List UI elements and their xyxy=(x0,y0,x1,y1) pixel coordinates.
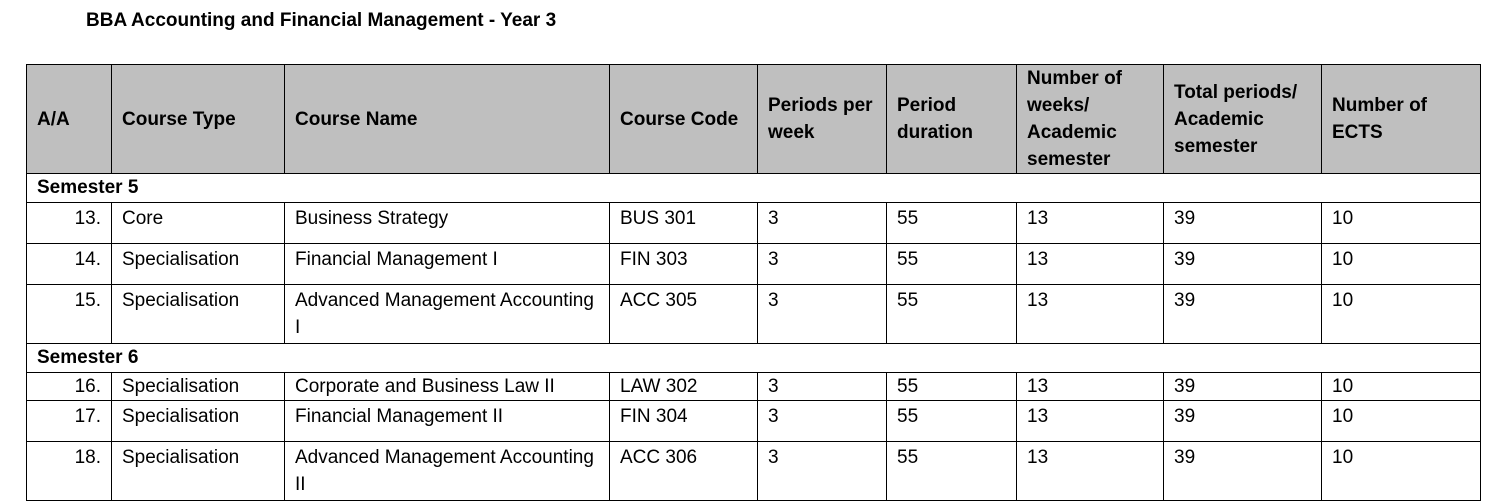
cell-period-duration: 55 xyxy=(886,284,1017,344)
cell-period-duration: 55 xyxy=(886,441,1017,501)
cell-weeks: 13 xyxy=(1016,372,1164,401)
cell-course-type: Specialisation xyxy=(111,400,285,442)
semester-row: Semester 6 xyxy=(26,343,1481,373)
header-course-code: Course Code xyxy=(609,64,758,174)
cell-course-name: Advanced Management Accounting I xyxy=(284,284,610,344)
cell-weeks: 13 xyxy=(1016,284,1164,344)
cell-course-type: Specialisation xyxy=(111,441,285,501)
semester-label: Semester 6 xyxy=(26,343,1481,373)
cell-course-code: FIN 303 xyxy=(609,243,758,285)
cell-aa: 17. xyxy=(26,400,112,442)
header-aa: A/A xyxy=(26,64,112,174)
table-row: 13. Core Business Strategy BUS 301 3 55 … xyxy=(26,202,1481,244)
cell-aa: 13. xyxy=(26,202,112,244)
table-row: 17. Specialisation Financial Management … xyxy=(26,400,1481,442)
cell-weeks: 13 xyxy=(1016,441,1164,501)
table-row: 18. Specialisation Advanced Management A… xyxy=(26,441,1481,501)
cell-aa: 15. xyxy=(26,284,112,344)
cell-course-code: ACC 305 xyxy=(609,284,758,344)
table-row: 15. Specialisation Advanced Management A… xyxy=(26,284,1481,344)
header-course-type: Course Type xyxy=(111,64,285,174)
cell-total-periods: 39 xyxy=(1163,441,1322,501)
cell-course-name: Business Strategy xyxy=(284,202,610,244)
header-weeks: Number of weeks/ Academic semester xyxy=(1016,64,1164,174)
cell-course-type: Specialisation xyxy=(111,372,285,401)
cell-ects: 10 xyxy=(1321,372,1481,401)
cell-course-type: Specialisation xyxy=(111,284,285,344)
header-period-duration: Period duration xyxy=(886,64,1017,174)
cell-period-duration: 55 xyxy=(886,400,1017,442)
cell-weeks: 13 xyxy=(1016,202,1164,244)
cell-periods-per-week: 3 xyxy=(757,400,887,442)
cell-ects: 10 xyxy=(1321,202,1481,244)
header-periods-per-week: Periods per week xyxy=(757,64,887,174)
semester-label: Semester 5 xyxy=(26,173,1481,203)
cell-course-name: Financial Management II xyxy=(284,400,610,442)
cell-weeks: 13 xyxy=(1016,400,1164,442)
semester-row: Semester 5 xyxy=(26,173,1481,203)
cell-periods-per-week: 3 xyxy=(757,202,887,244)
cell-aa: 16. xyxy=(26,372,112,401)
cell-course-type: Specialisation xyxy=(111,243,285,285)
cell-periods-per-week: 3 xyxy=(757,284,887,344)
cell-course-name: Advanced Management Accounting II xyxy=(284,441,610,501)
cell-course-code: FIN 304 xyxy=(609,400,758,442)
cell-weeks: 13 xyxy=(1016,243,1164,285)
cell-period-duration: 55 xyxy=(886,243,1017,285)
cell-course-name: Financial Management I xyxy=(284,243,610,285)
cell-aa: 18. xyxy=(26,441,112,501)
cell-total-periods: 39 xyxy=(1163,400,1322,442)
document-title: BBA Accounting and Financial Management … xyxy=(86,10,557,31)
header-total-periods: Total periods/ Academic semester xyxy=(1163,64,1322,174)
table-row: 14. Specialisation Financial Management … xyxy=(26,243,1481,285)
cell-course-code: ACC 306 xyxy=(609,441,758,501)
header-row: A/A Course Type Course Name Course Code … xyxy=(26,64,1481,174)
curriculum-table: A/A Course Type Course Name Course Code … xyxy=(26,64,1481,501)
cell-periods-per-week: 3 xyxy=(757,243,887,285)
cell-ects: 10 xyxy=(1321,441,1481,501)
cell-total-periods: 39 xyxy=(1163,243,1322,285)
header-ects: Number of ECTS xyxy=(1321,64,1481,174)
cell-total-periods: 39 xyxy=(1163,372,1322,401)
cell-ects: 10 xyxy=(1321,243,1481,285)
cell-total-periods: 39 xyxy=(1163,284,1322,344)
cell-aa: 14. xyxy=(26,243,112,285)
cell-periods-per-week: 3 xyxy=(757,372,887,401)
cell-course-code: BUS 301 xyxy=(609,202,758,244)
cell-period-duration: 55 xyxy=(886,372,1017,401)
cell-course-name: Corporate and Business Law II xyxy=(284,372,610,401)
header-course-name: Course Name xyxy=(284,64,610,174)
cell-ects: 10 xyxy=(1321,400,1481,442)
cell-total-periods: 39 xyxy=(1163,202,1322,244)
cell-ects: 10 xyxy=(1321,284,1481,344)
table-row: 16. Specialisation Corporate and Busines… xyxy=(26,372,1481,401)
cell-periods-per-week: 3 xyxy=(757,441,887,501)
cell-course-type: Core xyxy=(111,202,285,244)
cell-period-duration: 55 xyxy=(886,202,1017,244)
cell-course-code: LAW 302 xyxy=(609,372,758,401)
